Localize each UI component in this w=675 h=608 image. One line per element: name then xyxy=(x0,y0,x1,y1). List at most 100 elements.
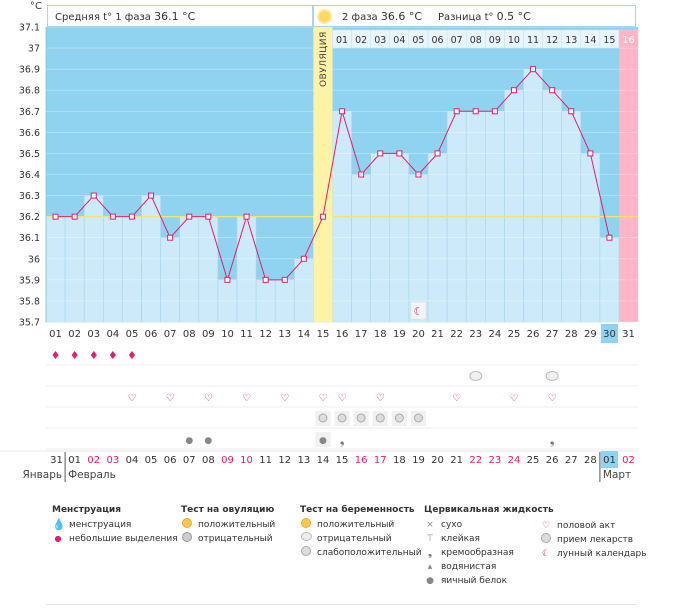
x-date-label: 21 xyxy=(431,329,444,340)
phase2-day-number: 01 xyxy=(336,35,348,46)
y-tick-label: 35.8 xyxy=(19,296,40,307)
phase2-day-cell xyxy=(618,29,639,49)
creamy-icon: ❟ xyxy=(340,433,345,447)
x-date-label: 10 xyxy=(221,329,234,340)
temp-bar xyxy=(179,216,200,323)
phase2-day-number: 09 xyxy=(489,35,501,46)
calendar-day: 19 xyxy=(412,455,425,466)
ovulation-column xyxy=(313,27,333,322)
y-tick-label: 36.9 xyxy=(19,65,40,76)
y-tick-label: 36.8 xyxy=(19,86,40,97)
temperature-point xyxy=(472,108,479,115)
moon-icon: ☾ xyxy=(541,549,551,559)
legend-ovulation-test: Тест на овуляцию положительный отрицател… xyxy=(181,505,275,546)
fluid-cell xyxy=(315,432,331,447)
calendar-day: 27 xyxy=(565,455,578,466)
y-tick-label: 36.2 xyxy=(19,212,40,223)
heart-icon: ♡ xyxy=(376,393,385,404)
calendar-day: 16 xyxy=(355,455,368,466)
y-tick-label: 36.1 xyxy=(19,233,40,244)
calendar-day: 22 xyxy=(469,455,482,466)
ovulation-negative-icon xyxy=(413,413,423,423)
egg-white-icon: ● xyxy=(185,436,193,446)
y-tick-label: 36.6 xyxy=(19,128,40,139)
x-date-label: 06 xyxy=(145,329,158,340)
grid-lines xyxy=(46,26,639,323)
ovulation-negative-icon xyxy=(337,413,347,423)
temperature-point xyxy=(205,213,212,220)
y-tick-label: 36.7 xyxy=(19,107,40,118)
calendar-day: 01 xyxy=(603,455,616,466)
y-tick-label: 36.5 xyxy=(19,149,40,160)
calendar-day: 31 xyxy=(50,455,63,466)
legend-item: яичный белок xyxy=(441,576,508,586)
legend-menstruation: Менструация 💧 менструация ● небольшие выде… xyxy=(52,505,178,546)
diff-value: 0.5 °C xyxy=(496,10,531,23)
phase2-day-number: 05 xyxy=(412,35,424,46)
phase2-day-number: 03 xyxy=(374,35,386,46)
temperature-point xyxy=(396,150,403,157)
x-date-label: 03 xyxy=(87,329,100,340)
phase2-day-number: 04 xyxy=(393,35,405,46)
temperature-point xyxy=(568,108,575,115)
calendar-day: 26 xyxy=(546,455,559,466)
x-date-label: 11 xyxy=(240,329,253,340)
calendar-highlight xyxy=(600,451,618,468)
phase2-day-number: 06 xyxy=(432,35,444,46)
phase1-value: 36.1 °C xyxy=(154,10,196,23)
pill-icon xyxy=(545,371,559,381)
phase1-label: Средняя t° 1 фаза xyxy=(55,12,151,23)
temperature-point xyxy=(434,150,441,157)
phase2-value: 36.6 °C xyxy=(380,10,423,23)
calendar-day: 06 xyxy=(164,455,177,466)
x-date-label: 25 xyxy=(508,329,521,340)
temperature-point xyxy=(167,234,174,241)
calendar-day: 02 xyxy=(87,455,100,466)
creamy-icon: ❟ xyxy=(550,433,555,447)
x-date-label: 15 xyxy=(317,329,330,340)
ovulation-negative-icon xyxy=(394,413,404,423)
calendar-day: 10 xyxy=(240,455,253,466)
temp-bar xyxy=(408,174,429,323)
temp-bar xyxy=(103,216,123,323)
phase2-day-number: 08 xyxy=(470,35,482,46)
temperature-point xyxy=(243,213,250,220)
temperature-point xyxy=(453,108,460,115)
ovulation-band: ОВУЛЯЦИЯ xyxy=(313,27,333,322)
temperature-point xyxy=(415,171,422,178)
heart-icon: ♡ xyxy=(452,393,461,404)
legend-title: Менструация xyxy=(52,505,121,515)
temperature-point xyxy=(186,213,193,220)
temperature-point xyxy=(148,192,155,199)
x-date-label: 07 xyxy=(164,329,177,340)
legend-pregnancy-test: Тест на беременность положительный отриц… xyxy=(300,505,422,560)
menstruation-icon: ♦ xyxy=(51,349,61,362)
x-date-label: 08 xyxy=(183,329,196,340)
egg-white-icon: ● xyxy=(319,436,327,446)
x-date-label: 22 xyxy=(450,329,463,340)
x-date-label: 18 xyxy=(374,329,387,340)
phase2-day-numbers: 01 02 03 04 05 06 07 08 09 10 11 12 13 14 15 16 xyxy=(332,29,639,49)
y-tick-label: 35.7 xyxy=(19,318,40,329)
calendar-day: 11 xyxy=(259,455,272,466)
phase2-day-number: 12 xyxy=(546,35,558,46)
sticky-icon: ⊤ xyxy=(426,534,434,544)
symptom-rows: ♦ ♦ ♦ ♦ ♦ ♡ ♡ ♡ ♡ ♡ ♡ ♡ ♡ ♡ ♡ ♡ ● ● ● ❟ ❟ xyxy=(46,349,639,450)
diff-label: Разница t° xyxy=(437,12,494,23)
calendar-day: 28 xyxy=(584,455,597,466)
legend-cervical-fluid: Цервикальная жидкость × сухо ⊤ клейкая ❟ кр… xyxy=(424,505,554,588)
x-axis-dates: 01 02 03 04 05 06 07 08 09 10 11 12 13 14 15 16 17 18 19 20… xyxy=(49,324,635,343)
ovulation-negative-icon xyxy=(375,413,385,423)
x-date-label: 12 xyxy=(259,329,272,340)
temperature-line xyxy=(55,68,610,282)
calendar-day: 17 xyxy=(374,455,387,466)
sun-icon xyxy=(319,11,330,22)
calendar-day: 12 xyxy=(278,455,291,466)
temp-bar xyxy=(45,216,66,323)
x-date-label: 17 xyxy=(355,329,368,340)
calendar-day: 15 xyxy=(336,455,349,466)
heart-icon: ♡ xyxy=(338,393,347,404)
temperature-point xyxy=(587,150,594,157)
temp-bar xyxy=(64,216,85,323)
